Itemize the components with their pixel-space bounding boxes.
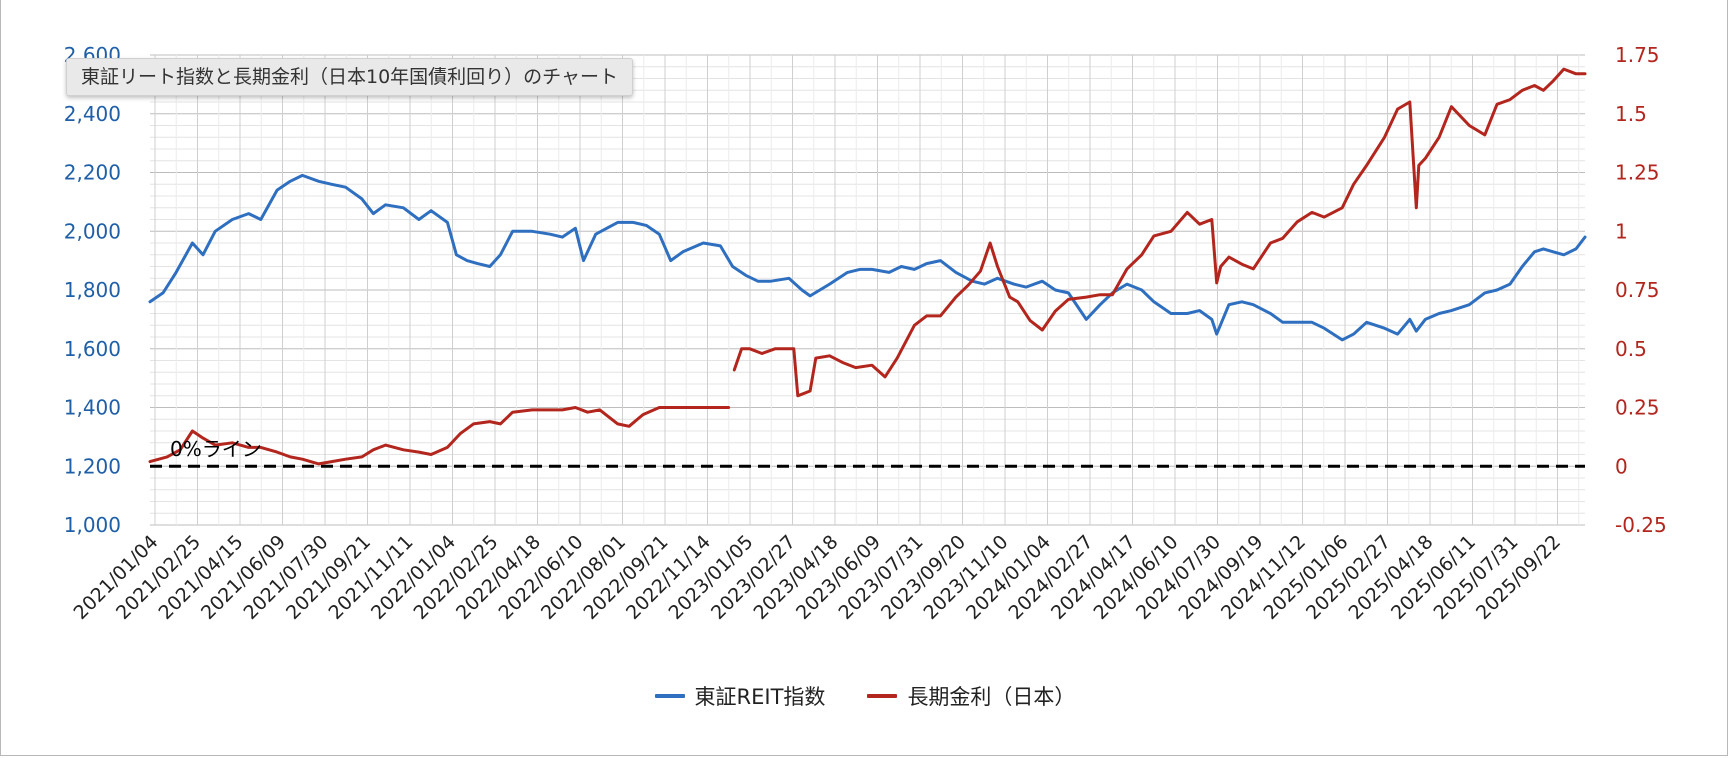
legend-swatch-reit [654,694,685,698]
series-layer [148,67,1587,466]
x-axis: 2021/01/042021/02/252021/04/152021/06/09… [70,531,1565,624]
left-tick-label: 2,200 [64,161,121,185]
left-tick-label: 1,200 [64,454,121,478]
zero-line-annotation: 0%ライン [170,437,262,461]
right-tick-label: 1.75 [1615,43,1660,67]
left-tick-label: 1,400 [64,396,121,420]
right-tick-label: -0.25 [1615,513,1667,537]
legend-label-reit: 東証REIT指数 [694,685,826,709]
right-tick-label: 1.5 [1615,102,1647,126]
left-axis: 1,000 1,200 1,400 1,600 1,800 2,000 2,200 2,400… [64,43,121,537]
legend-item-jgb[interactable]: 長期金利（日本） [867,681,1075,711]
right-tick-label: 0.75 [1615,278,1660,302]
right-tick-label: 0.5 [1615,337,1647,361]
series-line-jgb [148,67,1587,466]
left-tick-label: 1,000 [64,513,121,537]
left-tick-label: 2,000 [64,219,121,243]
right-tick-label: 1.25 [1615,161,1660,185]
legend-item-reit[interactable]: 東証REIT指数 [654,681,826,711]
grid [150,54,1585,526]
series-line-reit [148,173,1587,342]
legend-swatch-jgb [867,694,898,698]
right-tick-label: 1 [1615,219,1628,243]
legend: 東証REIT指数 長期金利（日本） [0,676,1730,716]
legend-label-jgb: 長期金利（日本） [907,685,1076,709]
right-axis: -0.25 0 0.25 0.5 0.75 1 1.25 1.5 1.75 [1615,43,1667,537]
chart-tooltip: 東証リート指数と長期金利（日本10年国債利回り）のチャート [66,58,633,96]
left-tick-label: 2,400 [64,102,121,126]
left-tick-label: 1,600 [64,337,121,361]
left-tick-label: 1,800 [64,278,121,302]
right-tick-label: 0 [1615,454,1628,478]
right-tick-label: 0.25 [1615,396,1660,420]
